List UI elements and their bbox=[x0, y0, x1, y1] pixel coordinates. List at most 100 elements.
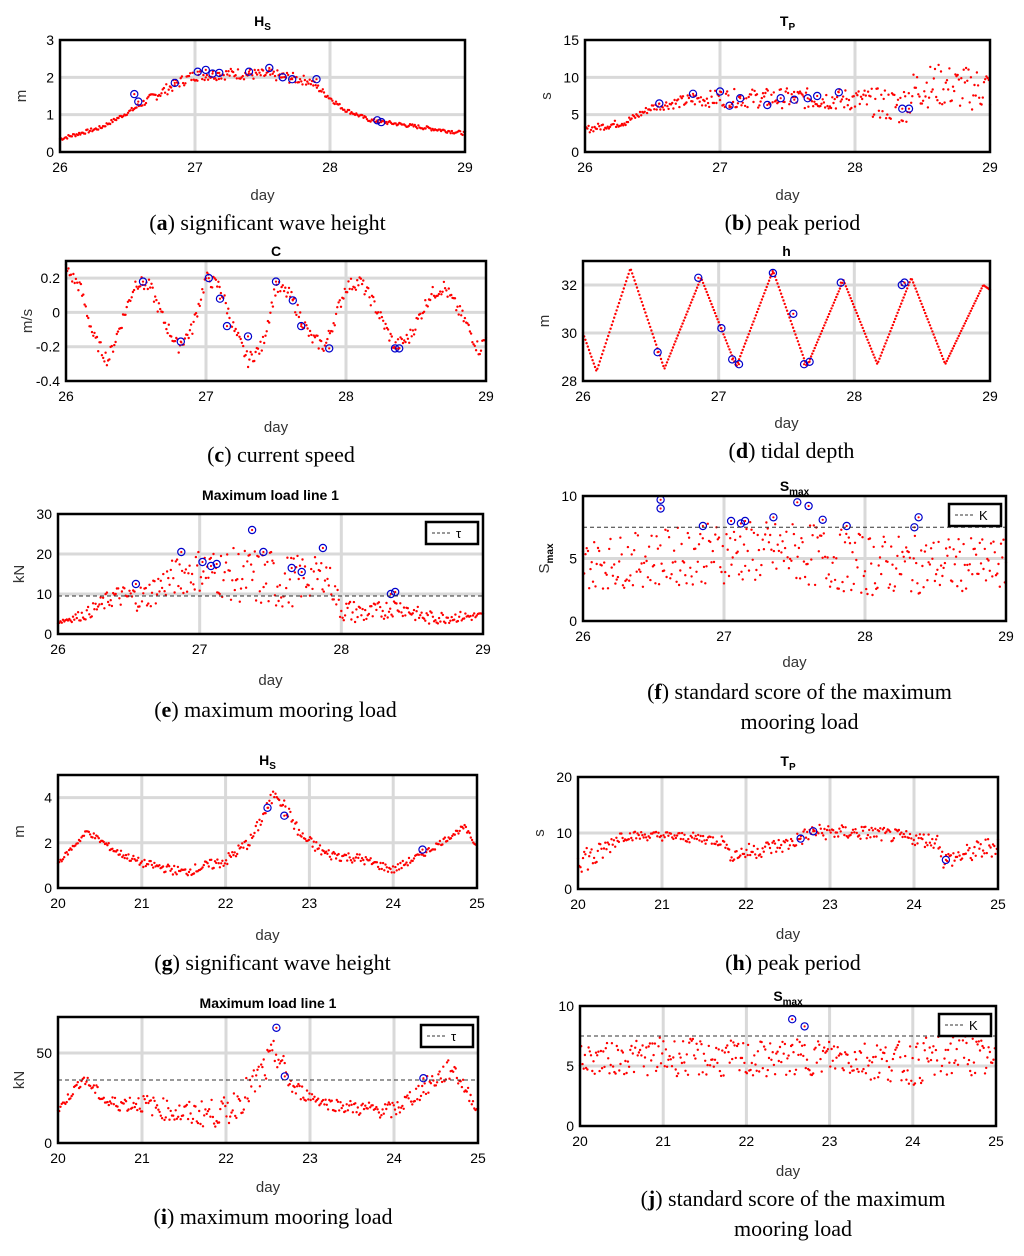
data-point bbox=[944, 81, 947, 84]
data-point bbox=[865, 335, 868, 338]
data-point bbox=[125, 305, 128, 309]
data-point bbox=[927, 321, 930, 324]
data-point bbox=[336, 588, 339, 592]
data-point bbox=[754, 578, 757, 581]
data-point bbox=[672, 549, 676, 552]
data-point bbox=[178, 85, 181, 88]
outlier-marker bbox=[803, 93, 812, 103]
data-point bbox=[292, 827, 296, 830]
data-point bbox=[758, 853, 762, 856]
data-point bbox=[465, 1090, 468, 1093]
data-point bbox=[803, 575, 807, 579]
data-point bbox=[663, 836, 666, 839]
chart-title: TP bbox=[780, 753, 796, 773]
data-point bbox=[381, 609, 384, 613]
data-point bbox=[128, 1096, 132, 1100]
data-point bbox=[412, 857, 416, 860]
data-point bbox=[380, 615, 383, 618]
data-point bbox=[441, 613, 445, 617]
data-point bbox=[643, 833, 647, 836]
data-point bbox=[601, 856, 604, 859]
data-point bbox=[382, 319, 385, 322]
data-point bbox=[889, 117, 892, 121]
data-point bbox=[596, 367, 599, 370]
data-point bbox=[680, 831, 684, 835]
data-point bbox=[722, 1074, 725, 1077]
data-point bbox=[678, 832, 681, 835]
data-point bbox=[593, 365, 597, 369]
data-point bbox=[160, 92, 163, 95]
data-point bbox=[700, 1043, 703, 1046]
data-point bbox=[715, 1046, 718, 1050]
y-tick-label: 0 bbox=[52, 304, 60, 320]
data-point bbox=[76, 1081, 80, 1084]
data-point bbox=[335, 603, 338, 606]
data-point bbox=[377, 601, 381, 604]
data-point bbox=[927, 96, 931, 99]
data-point bbox=[901, 835, 904, 839]
data-point bbox=[411, 1103, 414, 1106]
data-point bbox=[83, 132, 87, 135]
data-point bbox=[933, 67, 937, 71]
data-point bbox=[700, 104, 704, 107]
data-point bbox=[239, 846, 243, 849]
data-point bbox=[938, 846, 941, 849]
data-point bbox=[117, 587, 120, 590]
data-point bbox=[201, 1125, 205, 1128]
data-point bbox=[354, 288, 358, 291]
data-point bbox=[147, 863, 150, 866]
data-point bbox=[295, 1085, 299, 1088]
outlier-point bbox=[779, 97, 782, 100]
outlier-point bbox=[328, 347, 331, 350]
data-point bbox=[662, 364, 665, 368]
data-point bbox=[697, 543, 701, 546]
data-point bbox=[746, 853, 749, 857]
outlier-marker bbox=[312, 74, 321, 84]
data-point bbox=[842, 1069, 845, 1072]
outlier-point bbox=[837, 91, 840, 94]
data-point bbox=[316, 334, 319, 337]
data-point bbox=[147, 602, 150, 605]
data-point bbox=[363, 293, 366, 296]
data-point bbox=[158, 1110, 161, 1114]
data-point bbox=[309, 83, 313, 86]
data-point bbox=[327, 329, 330, 333]
data-point bbox=[79, 1085, 82, 1089]
data-point bbox=[214, 77, 217, 80]
data-point bbox=[788, 1069, 791, 1073]
data-point bbox=[165, 327, 168, 331]
legend-box bbox=[937, 1012, 993, 1038]
data-point bbox=[637, 115, 640, 118]
data-point bbox=[826, 1048, 830, 1051]
data-point bbox=[387, 610, 391, 613]
data-point bbox=[253, 1090, 257, 1093]
data-point bbox=[662, 108, 665, 111]
data-point bbox=[722, 333, 725, 336]
data-point bbox=[186, 874, 189, 877]
data-point bbox=[365, 617, 368, 621]
data-point bbox=[350, 618, 353, 621]
data-point bbox=[632, 275, 635, 279]
data-point bbox=[439, 290, 442, 293]
data-point bbox=[436, 294, 439, 297]
data-point bbox=[325, 566, 328, 569]
data-point bbox=[307, 584, 310, 587]
x-tick-label: 27 bbox=[712, 159, 728, 175]
data-point bbox=[590, 848, 593, 851]
chart-title: Maximum load line 1 bbox=[200, 995, 337, 1011]
data-point bbox=[890, 326, 893, 330]
data-point bbox=[247, 1100, 250, 1103]
data-point bbox=[300, 1085, 304, 1088]
data-point bbox=[298, 1084, 301, 1088]
data-point bbox=[902, 832, 905, 836]
data-point bbox=[950, 1071, 953, 1075]
data-point bbox=[755, 1069, 758, 1073]
data-point bbox=[666, 831, 669, 834]
data-point bbox=[755, 568, 758, 572]
data-point bbox=[623, 283, 627, 286]
data-point bbox=[611, 320, 615, 323]
data-point bbox=[881, 110, 884, 113]
data-point bbox=[782, 559, 786, 563]
data-point bbox=[979, 289, 982, 293]
data-point bbox=[743, 104, 747, 108]
